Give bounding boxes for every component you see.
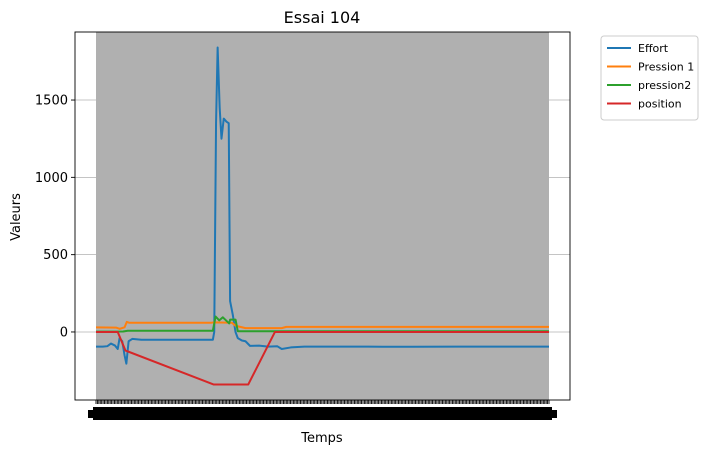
y-axis-label: Valeurs (9, 193, 24, 241)
series-lines (95, 46, 549, 386)
legend: Effort Pression 1 pression2 position (600, 35, 699, 121)
chart-title: Essai 104 (284, 8, 361, 27)
legend-label: position (638, 98, 682, 111)
y-tick-label: 0 (60, 325, 68, 340)
legend-label: Pression 1 (638, 61, 694, 74)
y-ticks: 0 500 1000 1500 (35, 94, 75, 340)
y-tick-label: 1000 (35, 171, 68, 186)
legend-box (600, 35, 699, 121)
shaded-region (96, 32, 549, 400)
x-tick-labels-overlap-right (551, 410, 557, 418)
x-tick-labels-overlap-left (88, 410, 94, 418)
x-ticks (88, 400, 557, 420)
y-tick-label: 500 (43, 248, 68, 263)
legend-label: Effort (638, 42, 669, 55)
series-line-pression-1 (95, 320, 549, 330)
y-tick-label: 1500 (35, 94, 68, 109)
plot-border (74, 31, 571, 401)
series-line-pression2 (95, 315, 549, 333)
x-tick-labels-overlap (93, 407, 552, 420)
shaded-band (96, 32, 549, 400)
x-axis-label: Temps (300, 431, 343, 446)
legend-label: pression2 (638, 79, 691, 92)
series-line-position (96, 330, 549, 386)
plot-frame (74, 31, 571, 401)
